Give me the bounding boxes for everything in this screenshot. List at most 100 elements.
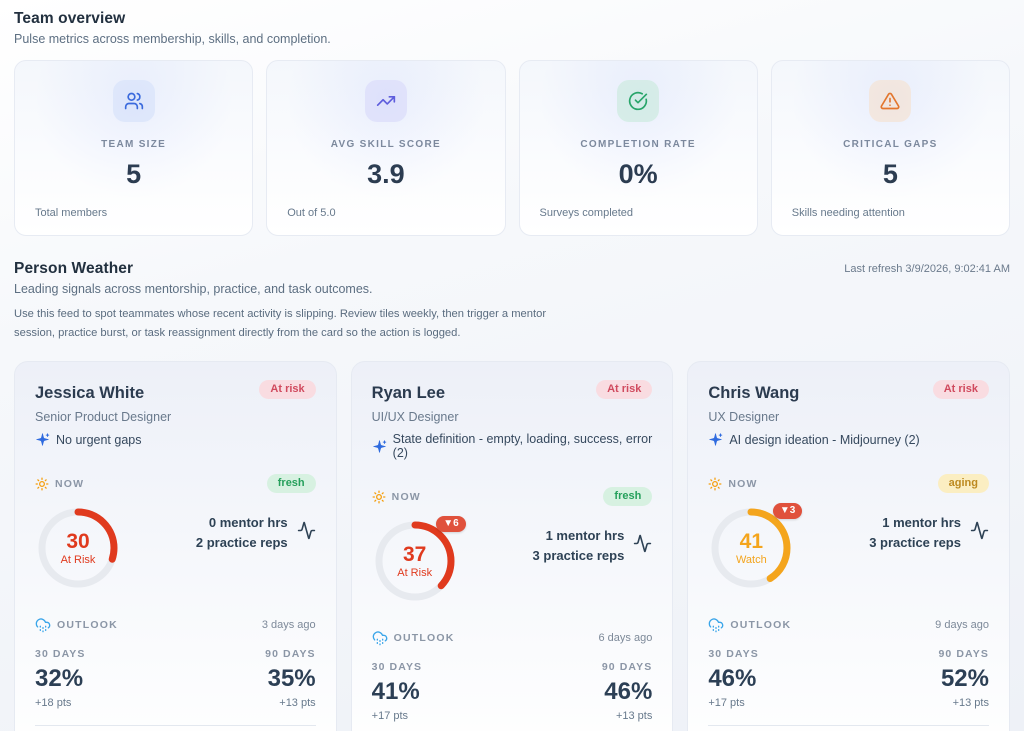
forecast-90-label: 90 DAYS	[601, 661, 653, 674]
gauge-arc	[38, 508, 118, 588]
metric-card-avg-skill-score: AVG SKILL SCORE 3.9 Out of 5.0	[266, 60, 506, 236]
section-title: Person Weather	[14, 260, 134, 277]
top-gap-text: AI design ideation - Midjourney (2)	[729, 432, 920, 447]
outlook-age: 9 days ago	[935, 619, 989, 632]
cloud-drizzle-icon	[372, 631, 387, 646]
users-icon	[112, 80, 155, 122]
metric-value: 5	[882, 159, 898, 189]
forecast-30-label: 30 DAYS	[35, 648, 86, 661]
page-title: Team overview	[14, 10, 126, 27]
risk-gauge: 30 At Risk	[35, 505, 121, 591]
score-delta-badge: ▼6	[436, 516, 466, 533]
sparkles-icon	[372, 439, 386, 453]
outlook-label: OUTLOOK	[730, 619, 792, 632]
trending-up-icon	[364, 80, 407, 122]
person-card[interactable]: Chris Wang At risk UX Designer AI design…	[687, 361, 1010, 731]
sun-icon	[708, 477, 722, 491]
metric-value: 0%	[618, 159, 658, 189]
forecast-30-delta: +17 pts	[708, 697, 745, 710]
person-card[interactable]: Ryan Lee At risk UI/UX Designer State de…	[350, 361, 674, 731]
metric-caption: Out of 5.0	[287, 207, 336, 219]
metric-label: CRITICAL GAPS	[843, 139, 938, 150]
person-weather-section: Person Weather Last refresh 3/9/2026, 9:…	[14, 260, 1010, 731]
person-name: Ryan Lee	[371, 384, 446, 403]
risk-badge: At risk	[259, 380, 316, 400]
forecast-90-delta: +13 pts	[615, 710, 653, 723]
risk-badge: At risk	[596, 380, 653, 400]
person-name: Jessica White	[35, 384, 145, 403]
forecast-30-value: 32%	[35, 665, 84, 693]
practice-reps: 3 practice reps	[869, 535, 961, 551]
sun-icon	[372, 490, 386, 504]
mentor-hours: 1 mentor hrs	[545, 528, 625, 544]
activity-icon	[970, 521, 989, 540]
metric-card-grid: TEAM SIZE 5 Total members AVG SKILL SCOR…	[14, 60, 1010, 236]
top-gap-text: State definition - empty, loading, succe…	[392, 432, 653, 461]
section-description: Use this feed to spot teammates whose re…	[14, 308, 547, 340]
forecast-30-label: 30 DAYS	[708, 648, 759, 661]
forecast-30-label: 30 DAYS	[371, 661, 423, 674]
mentor-hours: 0 mentor hrs	[208, 515, 288, 531]
metric-caption: Surveys completed	[539, 207, 634, 219]
metric-label: AVG SKILL SCORE	[330, 139, 441, 150]
gauge-status-label: Watch	[735, 554, 767, 567]
check-circle-icon	[617, 80, 660, 122]
person-card[interactable]: Jessica White At risk Senior Product Des…	[14, 361, 337, 731]
outlook-label: OUTLOOK	[393, 632, 455, 645]
sparkles-icon	[709, 433, 723, 446]
team-overview-section: Team overview Pulse metrics across membe…	[14, 10, 1010, 236]
person-role: UI/UX Designer	[371, 410, 459, 425]
person-role: Senior Product Designer	[35, 410, 172, 425]
cloud-drizzle-icon	[35, 618, 51, 633]
forecast-30-delta: +18 pts	[35, 697, 72, 710]
forecast-90-delta: +13 pts	[952, 697, 989, 710]
sparkles-icon	[36, 433, 50, 446]
metric-card-team-size: TEAM SIZE 5 Total members	[14, 60, 254, 236]
mentor-hours: 1 mentor hrs	[882, 515, 961, 531]
metric-label: COMPLETION RATE	[580, 139, 696, 150]
metric-card-completion-rate: COMPLETION RATE 0% Surveys completed	[518, 60, 758, 236]
person-card-grid: Jessica White At risk Senior Product Des…	[14, 361, 1010, 731]
gauge-status-label: At Risk	[397, 567, 433, 580]
forecast-90-label: 90 DAYS	[938, 648, 989, 661]
risk-badge: At risk	[932, 380, 989, 400]
gauge-arc	[711, 508, 791, 588]
metric-label: TEAM SIZE	[101, 139, 167, 150]
top-gap-text: No urgent gaps	[56, 432, 142, 447]
gauge-value: 30	[66, 530, 90, 554]
alert-triangle-icon	[869, 80, 912, 122]
metric-card-critical-gaps: CRITICAL GAPS 5 Skills needing attention	[770, 60, 1010, 236]
outlook-age: 6 days ago	[598, 632, 653, 645]
forecast-90-value: 35%	[267, 665, 316, 693]
activity-icon	[297, 521, 315, 540]
forecast-30-value: 46%	[708, 665, 757, 693]
metric-caption: Total members	[35, 207, 108, 219]
section-subtitle: Leading signals across mentorship, pract…	[14, 282, 373, 296]
card-footer-note: Forecasts update as new mentor, practice…	[35, 725, 316, 731]
gauge-arc	[375, 521, 455, 601]
freshness-badge: fresh	[266, 474, 316, 494]
person-name: Chris Wang	[708, 384, 800, 403]
practice-reps: 2 practice reps	[195, 535, 288, 551]
now-label: NOW	[55, 477, 85, 490]
freshness-badge: aging	[937, 474, 989, 494]
cloud-drizzle-icon	[709, 618, 724, 633]
practice-reps: 3 practice reps	[532, 548, 625, 564]
now-label: NOW	[728, 477, 758, 490]
outlook-label: OUTLOOK	[57, 619, 118, 632]
freshness-badge: fresh	[603, 487, 653, 507]
forecast-90-value: 46%	[604, 678, 653, 706]
metric-caption: Skills needing attention	[791, 207, 905, 219]
forecast-30-delta: +17 pts	[371, 710, 409, 723]
outlook-age: 3 days ago	[261, 619, 316, 632]
forecast-90-delta: +13 pts	[279, 697, 316, 710]
activity-icon	[634, 534, 652, 553]
section-subtitle: Pulse metrics across membership, skills,…	[14, 32, 331, 46]
risk-gauge: 41 Watch ▼3	[708, 503, 803, 591]
score-delta-badge: ▼3	[772, 503, 803, 520]
metric-value: 3.9	[367, 159, 405, 189]
last-refresh-timestamp: Last refresh 3/9/2026, 9:02:41 AM	[844, 263, 1010, 275]
card-footer-note: Forecasts update as new mentor, practice…	[708, 725, 989, 731]
now-label: NOW	[391, 490, 421, 503]
gauge-value: 37	[402, 543, 427, 567]
